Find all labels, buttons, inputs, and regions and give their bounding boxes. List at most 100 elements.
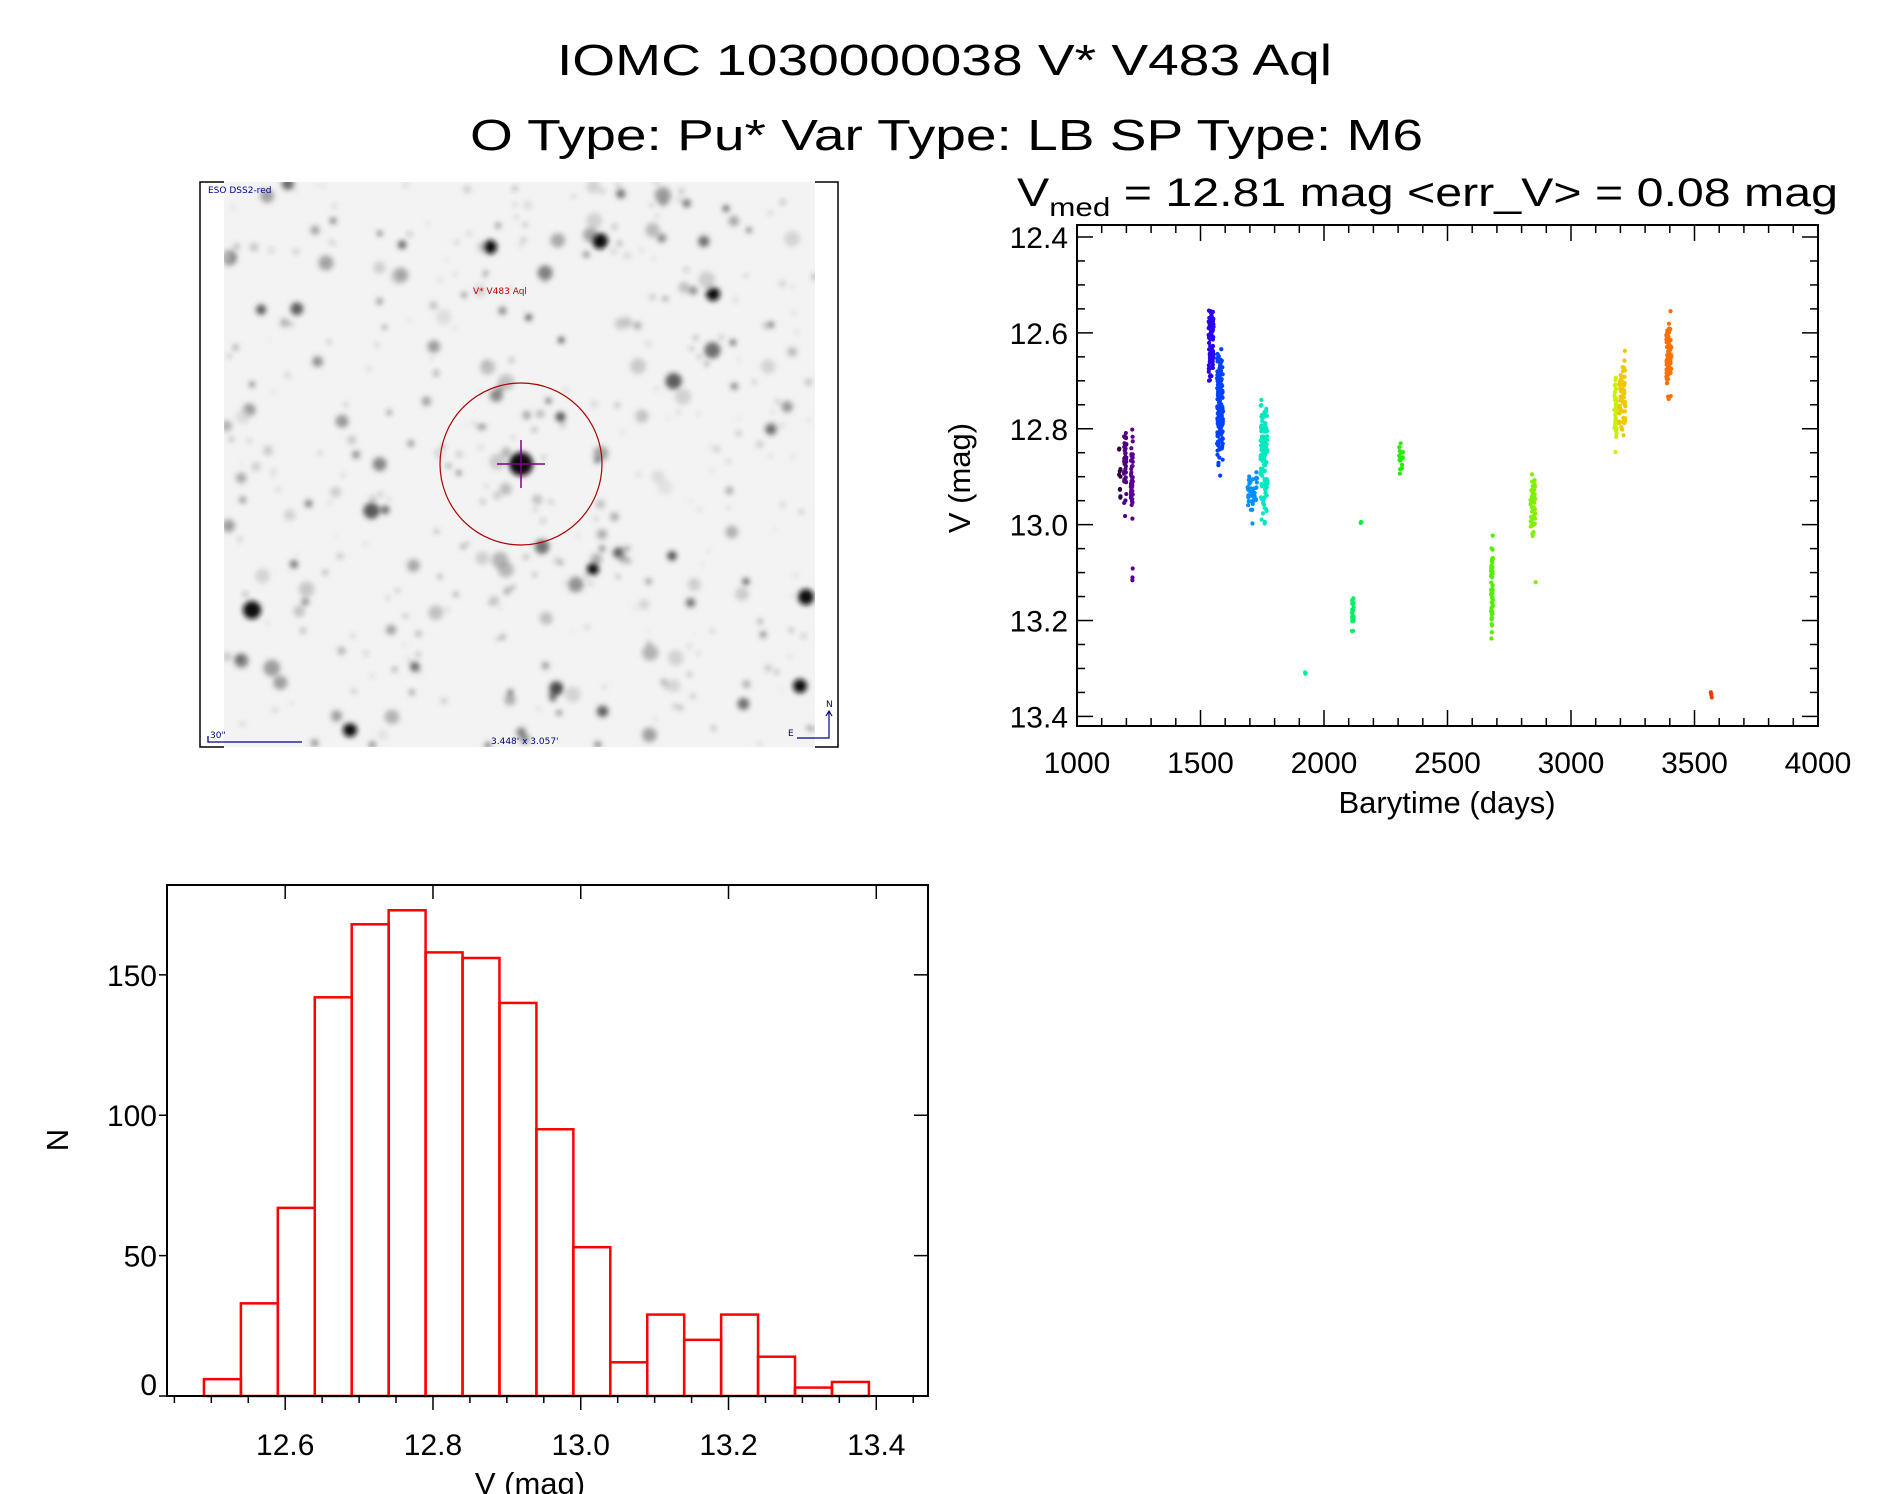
data-point bbox=[1490, 556, 1495, 561]
star bbox=[370, 674, 374, 678]
star bbox=[742, 577, 750, 586]
data-point bbox=[1490, 611, 1495, 616]
star bbox=[518, 242, 523, 247]
star bbox=[407, 440, 415, 447]
star bbox=[649, 203, 653, 207]
star bbox=[311, 739, 319, 747]
star bbox=[233, 243, 240, 250]
data-point bbox=[1218, 364, 1223, 369]
star bbox=[645, 342, 651, 347]
data-point bbox=[1124, 491, 1129, 497]
star bbox=[617, 241, 622, 246]
data-point bbox=[1664, 370, 1669, 376]
x-tick-label: 1500 bbox=[1167, 747, 1234, 780]
star bbox=[788, 627, 794, 633]
star bbox=[539, 611, 553, 625]
data-point bbox=[1532, 521, 1537, 526]
data-point bbox=[1117, 446, 1122, 451]
data-point bbox=[1666, 376, 1671, 382]
star bbox=[514, 215, 519, 220]
star bbox=[780, 200, 785, 204]
star bbox=[351, 689, 357, 694]
star bbox=[649, 293, 656, 301]
star bbox=[586, 182, 601, 194]
star bbox=[558, 337, 565, 344]
star bbox=[407, 658, 411, 662]
data-point bbox=[1123, 464, 1128, 469]
data-point bbox=[1123, 498, 1128, 503]
star bbox=[645, 578, 652, 585]
data-point bbox=[1211, 316, 1216, 321]
star bbox=[564, 686, 581, 703]
data-point bbox=[1490, 583, 1495, 588]
star bbox=[347, 435, 357, 445]
star bbox=[415, 630, 422, 637]
star bbox=[646, 630, 650, 634]
star bbox=[473, 284, 487, 298]
data-point bbox=[1620, 380, 1625, 385]
data-point bbox=[1250, 507, 1255, 512]
histogram-chart: 12.6 12.8 13.0 13.2 13.4 0 50 100 150 N V (mag) bbox=[40, 884, 929, 1494]
star bbox=[807, 418, 811, 422]
star bbox=[428, 401, 433, 405]
star bbox=[596, 529, 608, 540]
histogram-bar bbox=[830, 1380, 871, 1398]
star bbox=[602, 685, 606, 689]
star bbox=[595, 499, 606, 509]
star bbox=[690, 347, 694, 351]
star bbox=[294, 250, 298, 254]
data-point bbox=[1128, 472, 1134, 477]
star bbox=[482, 275, 487, 279]
star bbox=[665, 372, 682, 390]
data-point bbox=[1215, 421, 1220, 426]
star bbox=[695, 410, 702, 417]
star bbox=[478, 445, 483, 449]
data-point bbox=[1210, 355, 1215, 360]
data-point bbox=[1248, 486, 1253, 491]
y-tick-label: 13.2 bbox=[1010, 606, 1068, 639]
star bbox=[232, 344, 239, 351]
star bbox=[562, 387, 570, 394]
star bbox=[481, 424, 487, 430]
star bbox=[677, 197, 681, 201]
star bbox=[251, 461, 261, 472]
star bbox=[775, 400, 780, 404]
star bbox=[454, 592, 458, 597]
star bbox=[658, 197, 669, 208]
data-point bbox=[1258, 438, 1263, 443]
star bbox=[563, 581, 567, 586]
star bbox=[402, 182, 409, 189]
data-point bbox=[1130, 455, 1135, 461]
data-point bbox=[1217, 411, 1222, 417]
y-tick-label: 13.0 bbox=[1010, 510, 1068, 543]
star bbox=[541, 455, 546, 460]
data-point bbox=[1254, 470, 1259, 475]
star bbox=[310, 225, 320, 235]
star bbox=[340, 473, 346, 478]
light-curve-ylabel: V (mag) bbox=[942, 423, 977, 533]
star bbox=[492, 491, 502, 500]
data-point bbox=[1489, 636, 1494, 641]
data-point bbox=[1122, 441, 1127, 446]
star bbox=[522, 308, 527, 313]
star bbox=[570, 630, 574, 634]
data-point bbox=[1489, 630, 1494, 635]
data-point bbox=[1254, 475, 1259, 480]
star bbox=[799, 510, 803, 514]
star bbox=[441, 698, 447, 704]
star bbox=[301, 597, 310, 606]
histogram-bar bbox=[313, 996, 353, 1398]
star bbox=[610, 512, 619, 522]
star bbox=[397, 240, 407, 249]
data-point bbox=[1130, 516, 1135, 521]
data-point bbox=[1490, 591, 1495, 596]
star bbox=[263, 659, 281, 677]
star bbox=[295, 553, 299, 557]
data-point bbox=[1397, 471, 1402, 476]
title-subscript: med bbox=[1049, 192, 1110, 222]
star bbox=[282, 182, 291, 188]
star bbox=[489, 453, 506, 470]
data-point bbox=[1124, 480, 1129, 485]
star bbox=[632, 605, 637, 610]
star bbox=[352, 450, 361, 459]
